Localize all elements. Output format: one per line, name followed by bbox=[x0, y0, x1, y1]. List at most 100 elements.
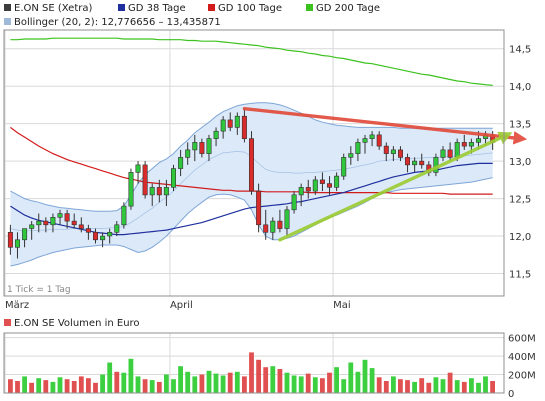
candle bbox=[440, 146, 446, 162]
volume-bar-up bbox=[57, 377, 63, 393]
volume-bar-down bbox=[249, 352, 254, 393]
candle-body-up bbox=[270, 220, 276, 233]
volume-bar-down bbox=[461, 381, 467, 393]
candle-body-up bbox=[121, 205, 127, 226]
volume-y-tick-label: 200M bbox=[508, 371, 536, 382]
candle-body-up bbox=[135, 164, 141, 173]
candle-body-up bbox=[57, 213, 63, 218]
candle-body-down bbox=[71, 220, 77, 226]
volume-bar-down bbox=[490, 381, 495, 393]
candle bbox=[319, 172, 325, 192]
volume-bar-down bbox=[142, 379, 148, 393]
volume-bar-up bbox=[433, 377, 439, 393]
volume-bar-up bbox=[355, 371, 361, 393]
candle bbox=[71, 213, 77, 229]
volume-bar-up bbox=[298, 376, 304, 393]
volume-bar-down bbox=[256, 359, 261, 393]
volume-bar-down bbox=[29, 382, 34, 393]
volume-bar-up bbox=[284, 372, 290, 393]
volume-bar-up bbox=[483, 376, 488, 393]
candle-body-down bbox=[326, 183, 332, 188]
candle bbox=[206, 134, 212, 162]
price-x-axis: März April Mai bbox=[5, 300, 351, 311]
volume-bar-up bbox=[369, 368, 375, 393]
candle bbox=[270, 217, 276, 240]
candle-body-up bbox=[50, 217, 56, 226]
price-x-tick-label: Mai bbox=[333, 300, 351, 311]
candle bbox=[114, 221, 120, 237]
candle-body-down bbox=[93, 232, 99, 241]
price-y-tick-label: 14,5 bbox=[509, 45, 531, 56]
candle bbox=[142, 161, 148, 199]
volume-bar-down bbox=[320, 378, 325, 393]
candle bbox=[36, 213, 42, 233]
candle-body-down bbox=[397, 149, 403, 158]
candle-body-up bbox=[22, 228, 28, 241]
volume-bar-down bbox=[305, 373, 311, 393]
candle-body-down bbox=[227, 119, 233, 128]
candle bbox=[334, 172, 340, 192]
volume-y-axis: 0 200M 400M 600M bbox=[508, 334, 536, 400]
candle-body-up bbox=[128, 172, 134, 207]
candle bbox=[348, 146, 354, 165]
volume-bar-up bbox=[107, 362, 113, 393]
candle bbox=[78, 217, 84, 233]
candle bbox=[15, 232, 21, 259]
volume-bar-down bbox=[71, 381, 77, 393]
volume-bar-down bbox=[383, 381, 389, 393]
price-y-tick-label: 13,0 bbox=[509, 157, 531, 168]
candle-body-down bbox=[376, 134, 382, 147]
trend-lines bbox=[242, 106, 528, 242]
volume-bar-down bbox=[156, 381, 162, 393]
volume-bar-up bbox=[121, 372, 127, 393]
volume-bar-down bbox=[327, 372, 332, 393]
candle-body-down bbox=[78, 224, 84, 229]
candle-body-up bbox=[284, 209, 290, 229]
volume-bar-up bbox=[100, 374, 105, 393]
volume-bar-up bbox=[270, 366, 276, 393]
volume-panel: 0 200M 400M 600M bbox=[3, 332, 536, 400]
volume-bar-up bbox=[36, 378, 42, 393]
price-panel: 11,5 12,0 12,5 13,0 13,5 14,0 14,5 März April Ma… bbox=[3, 29, 531, 311]
candle-body-up bbox=[291, 194, 297, 211]
volume-bars bbox=[8, 352, 495, 393]
candle-body-up bbox=[29, 224, 35, 229]
candle bbox=[249, 131, 255, 195]
trend-line-down bbox=[242, 106, 528, 145]
volume-bar-up bbox=[341, 379, 347, 393]
candle-body-up bbox=[178, 157, 184, 169]
candle-body-up bbox=[100, 235, 106, 241]
candle bbox=[7, 224, 13, 255]
candle bbox=[383, 142, 389, 162]
candle bbox=[64, 209, 70, 229]
candle bbox=[93, 228, 99, 244]
candle-body-up bbox=[234, 115, 240, 128]
volume-bar-down bbox=[64, 379, 70, 393]
candle-body-down bbox=[199, 142, 205, 154]
candle-body-up bbox=[185, 149, 191, 158]
volume-bar-down bbox=[43, 380, 49, 393]
volume-bar-down bbox=[405, 380, 410, 393]
volume-bar-up bbox=[149, 380, 155, 393]
volume-bar-up bbox=[362, 359, 368, 393]
candle-body-down bbox=[277, 220, 283, 229]
legend-label-gd38: GD 38 Tage bbox=[128, 3, 186, 14]
candle-body-down bbox=[142, 164, 148, 196]
volume-bar-up bbox=[128, 358, 134, 393]
candle bbox=[326, 176, 332, 195]
candle-body-down bbox=[241, 115, 247, 139]
candle bbox=[192, 134, 198, 162]
candlesticks bbox=[7, 108, 496, 259]
candle bbox=[100, 232, 106, 248]
price-y-tick-label: 12,5 bbox=[509, 195, 531, 206]
candle bbox=[135, 161, 141, 184]
candle bbox=[256, 183, 262, 233]
candle-body-down bbox=[447, 149, 453, 158]
candle bbox=[277, 209, 283, 233]
candle bbox=[404, 153, 410, 173]
candle-body-up bbox=[192, 142, 198, 151]
volume-bar-up bbox=[206, 370, 212, 393]
volume-bar-down bbox=[263, 367, 269, 393]
candle-body-down bbox=[7, 232, 13, 248]
